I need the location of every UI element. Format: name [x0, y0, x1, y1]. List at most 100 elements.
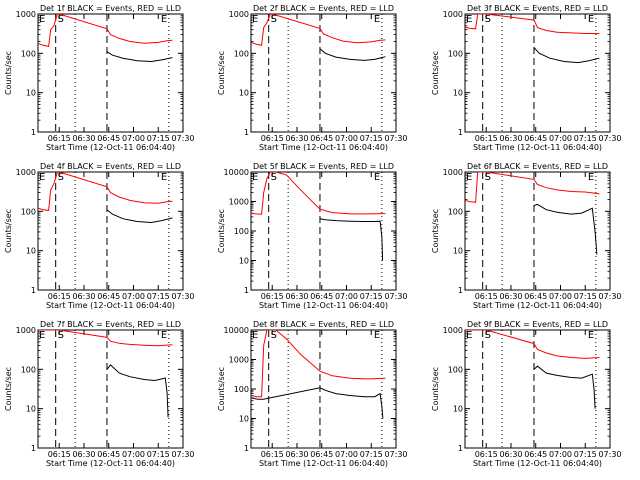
x-axis-label: Start Time (12-Oct-11 06:04:40): [259, 459, 388, 468]
panel-title: Det 2f BLACK = Events, RED = LLD: [253, 4, 394, 13]
marker-s-label: S: [58, 14, 64, 25]
y-axis-label: Counts/sec: [217, 367, 226, 411]
y-tick-label: 10: [239, 415, 249, 424]
x-tick-label: 07:00: [335, 134, 358, 143]
marker-s-label: S: [485, 14, 491, 25]
marker-s-label: S: [271, 330, 277, 341]
detector-panel-3: Det 3f BLACK = Events, RED = LLD 1 10 100 10…: [431, 4, 622, 152]
detector-panel-8: Det 8f BLACK = Events, RED = LLD 1 10 100 10…: [217, 320, 408, 468]
y-tick-label: 1: [458, 286, 463, 295]
detector-panel-2: Det 2f BLACK = Events, RED = LLD 1 10 100 10…: [217, 4, 408, 152]
y-tick-label: 1: [31, 444, 36, 453]
y-tick-label: 1000: [16, 10, 36, 19]
x-tick-label: 06:15: [475, 134, 498, 143]
x-tick-label: 06:30: [72, 134, 95, 143]
y-tick-label: 1000: [443, 326, 463, 335]
marker-s-label: S: [58, 330, 64, 341]
detector-panel-6: Det 6f BLACK = Events, RED = LLD 1 10 100 10…: [431, 162, 622, 310]
series-line-lld: [38, 172, 173, 212]
y-tick-label: 10000: [224, 326, 249, 335]
y-tick-label: 10: [453, 247, 463, 256]
y-tick-label: 100: [21, 365, 36, 374]
x-axis-label: Start Time (12-Oct-11 06:04:40): [473, 301, 602, 310]
x-tick-label: 07:30: [598, 134, 621, 143]
x-tick-label: 07:15: [360, 134, 383, 143]
plot-frame: [464, 329, 611, 449]
plot-frame: [37, 329, 184, 449]
y-tick-label: 10: [453, 405, 463, 414]
x-axis-label: Start Time (12-Oct-11 06:04:40): [46, 301, 175, 310]
series-line-lld: [38, 330, 173, 347]
marker-e-label: E: [588, 172, 594, 183]
y-axis-label: Counts/sec: [217, 209, 226, 253]
x-tick-label: 06:45: [524, 134, 547, 143]
x-tick-label: 07:15: [147, 134, 170, 143]
series-line-lld: [251, 14, 386, 46]
x-tick-label: 07:00: [122, 292, 145, 301]
marker-e-label: E: [39, 14, 45, 25]
x-tick-label: 07:30: [598, 450, 621, 459]
y-tick-label: 100: [234, 49, 249, 58]
detector-panel-5: Det 5f BLACK = Events, RED = LLD 1 10 100 10…: [217, 162, 408, 310]
detector-panel-9: Det 9f BLACK = Events, RED = LLD 1 10 100 10…: [431, 320, 622, 468]
x-tick-label: 06:30: [499, 134, 522, 143]
y-tick-label: 1000: [443, 168, 463, 177]
x-tick-label: 06:45: [97, 292, 120, 301]
x-tick-label: 06:15: [48, 134, 71, 143]
series-line-events: [106, 364, 169, 418]
marker-s-label: S: [485, 172, 491, 183]
y-axis-label: Counts/sec: [431, 51, 440, 95]
marker-e-label: E: [466, 330, 472, 341]
y-tick-label: 10: [239, 257, 249, 266]
y-tick-label: 10000: [224, 168, 249, 177]
y-tick-label: 1: [458, 444, 463, 453]
x-tick-label: 06:30: [72, 450, 95, 459]
y-tick-label: 100: [448, 49, 463, 58]
y-axis-label: Counts/sec: [217, 51, 226, 95]
y-axis-label: Counts/sec: [431, 367, 440, 411]
x-tick-label: 07:30: [598, 292, 621, 301]
series-line-lld: [465, 330, 600, 359]
x-tick-label: 07:00: [122, 134, 145, 143]
marker-e-label: E: [252, 330, 258, 341]
y-tick-label: 100: [234, 227, 249, 236]
panel-title: Det 1f BLACK = Events, RED = LLD: [40, 4, 181, 13]
x-axis-label: Start Time (12-Oct-11 06:04:40): [46, 143, 175, 152]
x-tick-label: 06:15: [261, 450, 284, 459]
panel-title: Det 4f BLACK = Events, RED = LLD: [40, 162, 181, 171]
panel-title: Det 3f BLACK = Events, RED = LLD: [467, 4, 608, 13]
y-tick-label: 1000: [16, 326, 36, 335]
x-tick-label: 07:30: [171, 134, 194, 143]
x-tick-label: 06:45: [524, 450, 547, 459]
x-axis-label: Start Time (12-Oct-11 06:04:40): [259, 301, 388, 310]
plot-frame: [464, 171, 611, 291]
panel-title: Det 7f BLACK = Events, RED = LLD: [40, 320, 181, 329]
x-tick-label: 06:30: [499, 292, 522, 301]
y-tick-label: 10: [239, 89, 249, 98]
y-tick-label: 1000: [229, 198, 249, 207]
series-line-events: [533, 203, 598, 255]
marker-e-label: E: [39, 330, 45, 341]
x-tick-label: 06:45: [524, 292, 547, 301]
y-tick-label: 100: [21, 49, 36, 58]
x-tick-label: 06:15: [475, 450, 498, 459]
series-line-lld: [251, 330, 386, 398]
x-axis-label: Start Time (12-Oct-11 06:04:40): [46, 459, 175, 468]
series-line-events: [533, 47, 600, 64]
marker-e-label: E: [466, 172, 472, 183]
y-axis-label: Counts/sec: [4, 367, 13, 411]
x-axis-label: Start Time (12-Oct-11 06:04:40): [473, 459, 602, 468]
y-tick-label: 10: [453, 89, 463, 98]
marker-e-label: E: [588, 14, 594, 25]
marker-s-label: S: [271, 172, 277, 183]
x-tick-label: 07:15: [360, 292, 383, 301]
marker-e-label: E: [39, 172, 45, 183]
x-tick-label: 07:30: [171, 292, 194, 301]
y-tick-label: 1: [244, 128, 249, 137]
x-tick-label: 06:45: [97, 450, 120, 459]
series-line-lld: [38, 14, 173, 47]
x-tick-label: 07:00: [549, 134, 572, 143]
y-tick-label: 1000: [16, 168, 36, 177]
series-line-lld: [465, 172, 600, 203]
